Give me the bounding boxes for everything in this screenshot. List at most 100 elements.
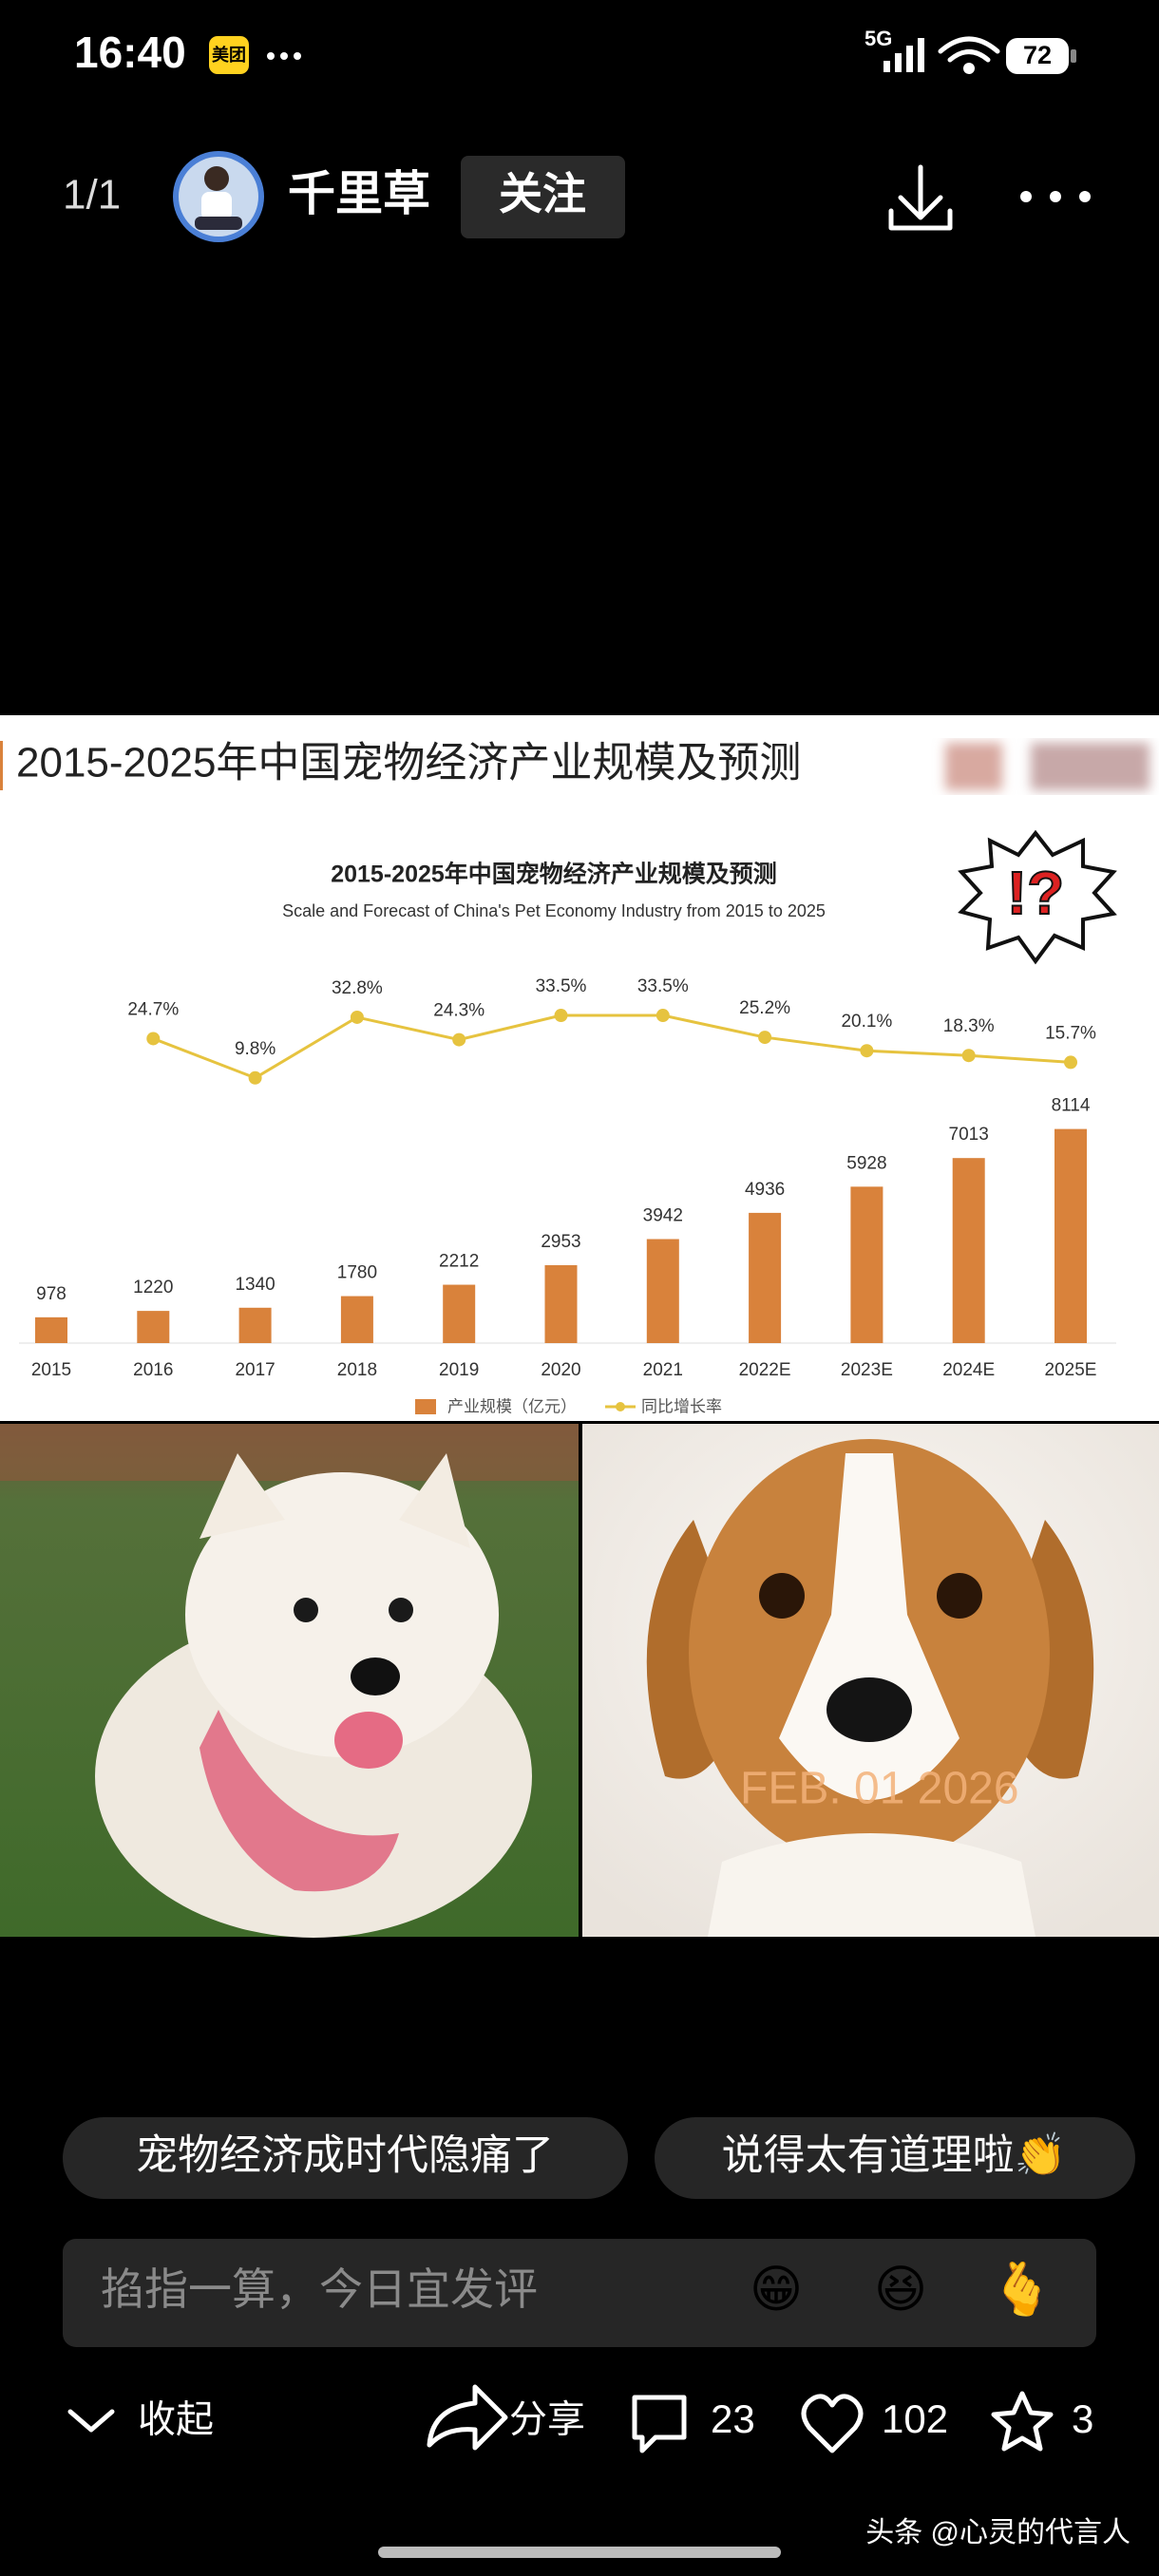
legend-label: 同比增长率 <box>641 1397 722 1415</box>
growth-label: 18.3% <box>943 1016 995 1036</box>
x-tick-label: 2016 <box>133 1360 173 1380</box>
growth-label: 24.3% <box>433 1001 484 1021</box>
battery-icon <box>1006 38 1069 74</box>
download-button[interactable] <box>888 164 953 231</box>
bar <box>1054 1128 1087 1343</box>
growth-label: 25.2% <box>739 998 790 1018</box>
comment-chip[interactable] <box>63 2117 628 2199</box>
bar-label: 7013 <box>949 1125 989 1145</box>
more-button[interactable] <box>1020 191 1091 202</box>
author-name[interactable]: 千里草 <box>288 167 430 220</box>
bar-label: 4936 <box>745 1180 785 1200</box>
growth-label: 33.5% <box>637 976 689 996</box>
network-type: 5G <box>864 27 892 50</box>
x-tick-label: 2017 <box>235 1360 275 1380</box>
favorite-icon[interactable] <box>991 2391 1054 2452</box>
bar <box>340 1296 373 1343</box>
sticker: !? <box>958 829 1117 965</box>
comment-input[interactable] <box>63 2239 1096 2347</box>
bar-label: 2212 <box>439 1252 479 1272</box>
x-tick-label: 2024E <box>942 1360 995 1380</box>
growth-label: 15.7% <box>1045 1023 1096 1043</box>
bar <box>749 1212 782 1343</box>
comment-chip-text[interactable]: 宠物经济成时代隐痛了 <box>136 2132 554 2179</box>
growth-point <box>961 1049 976 1063</box>
x-tick-label: 2025E <box>1045 1360 1097 1380</box>
x-tick-label: 2015 <box>31 1360 71 1380</box>
battery-tip <box>1071 49 1076 63</box>
signal-icon <box>884 38 924 72</box>
legend-label: 产业规模（亿元） <box>447 1397 577 1415</box>
share-icon[interactable] <box>427 2384 508 2451</box>
chart-title: 2015-2025年中国宠物经济产业规模及预测 <box>331 861 777 888</box>
growth-label: 9.8% <box>235 1039 276 1059</box>
bar <box>443 1284 476 1343</box>
bar <box>137 1311 170 1343</box>
x-tick-label: 2021 <box>643 1360 683 1380</box>
bar <box>952 1158 985 1343</box>
comment-chip-text[interactable]: 说得太有道理啦👏 <box>722 2131 1067 2179</box>
comment-icon[interactable] <box>632 2395 687 2453</box>
bar <box>646 1239 679 1343</box>
image-heading: 2015-2025年中国宠物经济产业规模及预测 <box>16 740 801 786</box>
follow-label[interactable]: 关注 <box>499 169 586 218</box>
sticker-text: !? <box>1007 859 1064 927</box>
chart-subtitle: Scale and Forecast of China's Pet Econom… <box>282 901 826 920</box>
comment-chip[interactable] <box>655 2117 1135 2199</box>
avatar[interactable] <box>173 151 264 242</box>
battery-level: 72 <box>1023 41 1052 69</box>
blurred-logo <box>945 743 1150 790</box>
like-icon[interactable] <box>801 2394 864 2453</box>
share-label[interactable]: 分享 <box>509 2399 585 2441</box>
growth-label: 20.1% <box>841 1012 892 1032</box>
chart-image <box>0 715 1159 1418</box>
like-count[interactable]: 102 <box>882 2396 948 2441</box>
growth-label: 33.5% <box>536 976 587 996</box>
growth-line <box>152 1013 1072 1080</box>
x-tick-label: 2019 <box>439 1360 479 1380</box>
collapse-icon[interactable] <box>67 2409 115 2433</box>
x-tick-label: 2018 <box>337 1360 377 1380</box>
emoji-button[interactable]: 😁 <box>750 2261 803 2318</box>
favorite-count[interactable]: 3 <box>1072 2396 1093 2441</box>
bar-label: 2953 <box>541 1232 580 1252</box>
growth-point <box>758 1031 772 1045</box>
page-indicator: 1/1 <box>63 172 121 218</box>
growth-point <box>656 1009 670 1023</box>
bar <box>850 1186 884 1343</box>
follow-button[interactable] <box>461 156 625 238</box>
home-indicator <box>378 2547 781 2558</box>
comment-placeholder[interactable]: 掐指一算，今日宜发评 <box>101 2264 538 2314</box>
photo-beagle: FEB. 01 2026 <box>582 1424 1159 1937</box>
bar-label: 5928 <box>846 1153 886 1173</box>
bar-label: 3942 <box>643 1206 683 1226</box>
app-badge-bg <box>209 36 249 74</box>
emoji-button[interactable]: 🫰 <box>990 2260 1054 2318</box>
bar-label: 978 <box>36 1284 66 1304</box>
heading-accent <box>0 741 3 790</box>
comment-count[interactable]: 23 <box>711 2396 755 2441</box>
chart: 978 1220 1340 1780 2212 2953 3942 4936 5928 7013 8… <box>19 976 1116 1415</box>
emoji-button[interactable]: 😆 <box>874 2261 927 2318</box>
bar-label: 1780 <box>337 1263 377 1283</box>
collapse-label[interactable]: 收起 <box>138 2399 214 2441</box>
bar <box>35 1316 67 1343</box>
x-tick-label: 2023E <box>841 1360 893 1380</box>
status-dots <box>267 52 301 60</box>
growth-point <box>146 1032 161 1046</box>
x-tick-label: 2020 <box>541 1360 580 1380</box>
growth-point <box>554 1009 568 1023</box>
legend-swatch <box>415 1399 436 1414</box>
growth-point <box>860 1044 874 1058</box>
photo-stamp: FEB. 01 2026 <box>740 1764 1019 1814</box>
growth-point <box>350 1010 364 1024</box>
bar-label: 1340 <box>235 1275 275 1295</box>
watermark: 头条 @心灵的代言人 <box>865 2517 1130 2548</box>
clock: 16:40 <box>74 28 186 77</box>
growth-point <box>248 1070 262 1085</box>
bar-label: 8114 <box>1052 1096 1091 1116</box>
bar <box>544 1264 578 1343</box>
bar <box>238 1307 272 1343</box>
